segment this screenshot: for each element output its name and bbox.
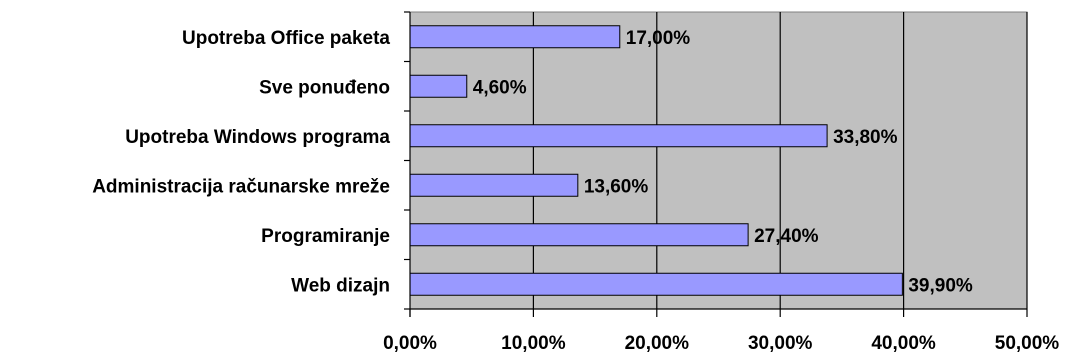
bars: [409, 25, 903, 296]
category-label-5: Web dizajn: [291, 275, 390, 296]
data-label-4: 27,40%: [754, 226, 819, 247]
category-label-1: Sve ponuđeno: [259, 77, 390, 98]
gridlines: [532, 12, 1028, 309]
data-label-3: 13,60%: [584, 176, 649, 197]
bar-5: [409, 272, 903, 296]
data-label-2: 33,80%: [833, 127, 898, 148]
category-label-4: Programiranje: [261, 226, 390, 247]
x-tick-label-5: 50,00%: [995, 333, 1060, 354]
x-tick-label-0: 0,00%: [383, 333, 437, 354]
bar-4: [409, 223, 749, 247]
plot-area: [409, 11, 1028, 310]
category-label-0: Upotreba Office paketa: [182, 28, 390, 49]
labels: Upotreba Office paketa Sve ponuđeno Upotre…: [92, 28, 1059, 354]
data-label-0: 17,00%: [626, 28, 691, 49]
x-tick-label-3: 30,00%: [748, 333, 813, 354]
bar-0: [409, 25, 621, 49]
bar-3: [409, 173, 579, 197]
category-label-3: Administracija računarske mreže: [92, 176, 390, 197]
x-tick-label-4: 40,00%: [871, 333, 936, 354]
data-label-1: 4,60%: [473, 77, 527, 98]
category-label-2: Upotreba Windows programa: [125, 127, 390, 148]
x-tick-label-2: 20,00%: [625, 333, 690, 354]
axes: [404, 11, 1028, 317]
data-label-5: 39,90%: [908, 275, 973, 296]
bar-1: [409, 74, 468, 98]
bar-2: [409, 124, 828, 148]
x-tick-label-1: 10,00%: [501, 333, 566, 354]
